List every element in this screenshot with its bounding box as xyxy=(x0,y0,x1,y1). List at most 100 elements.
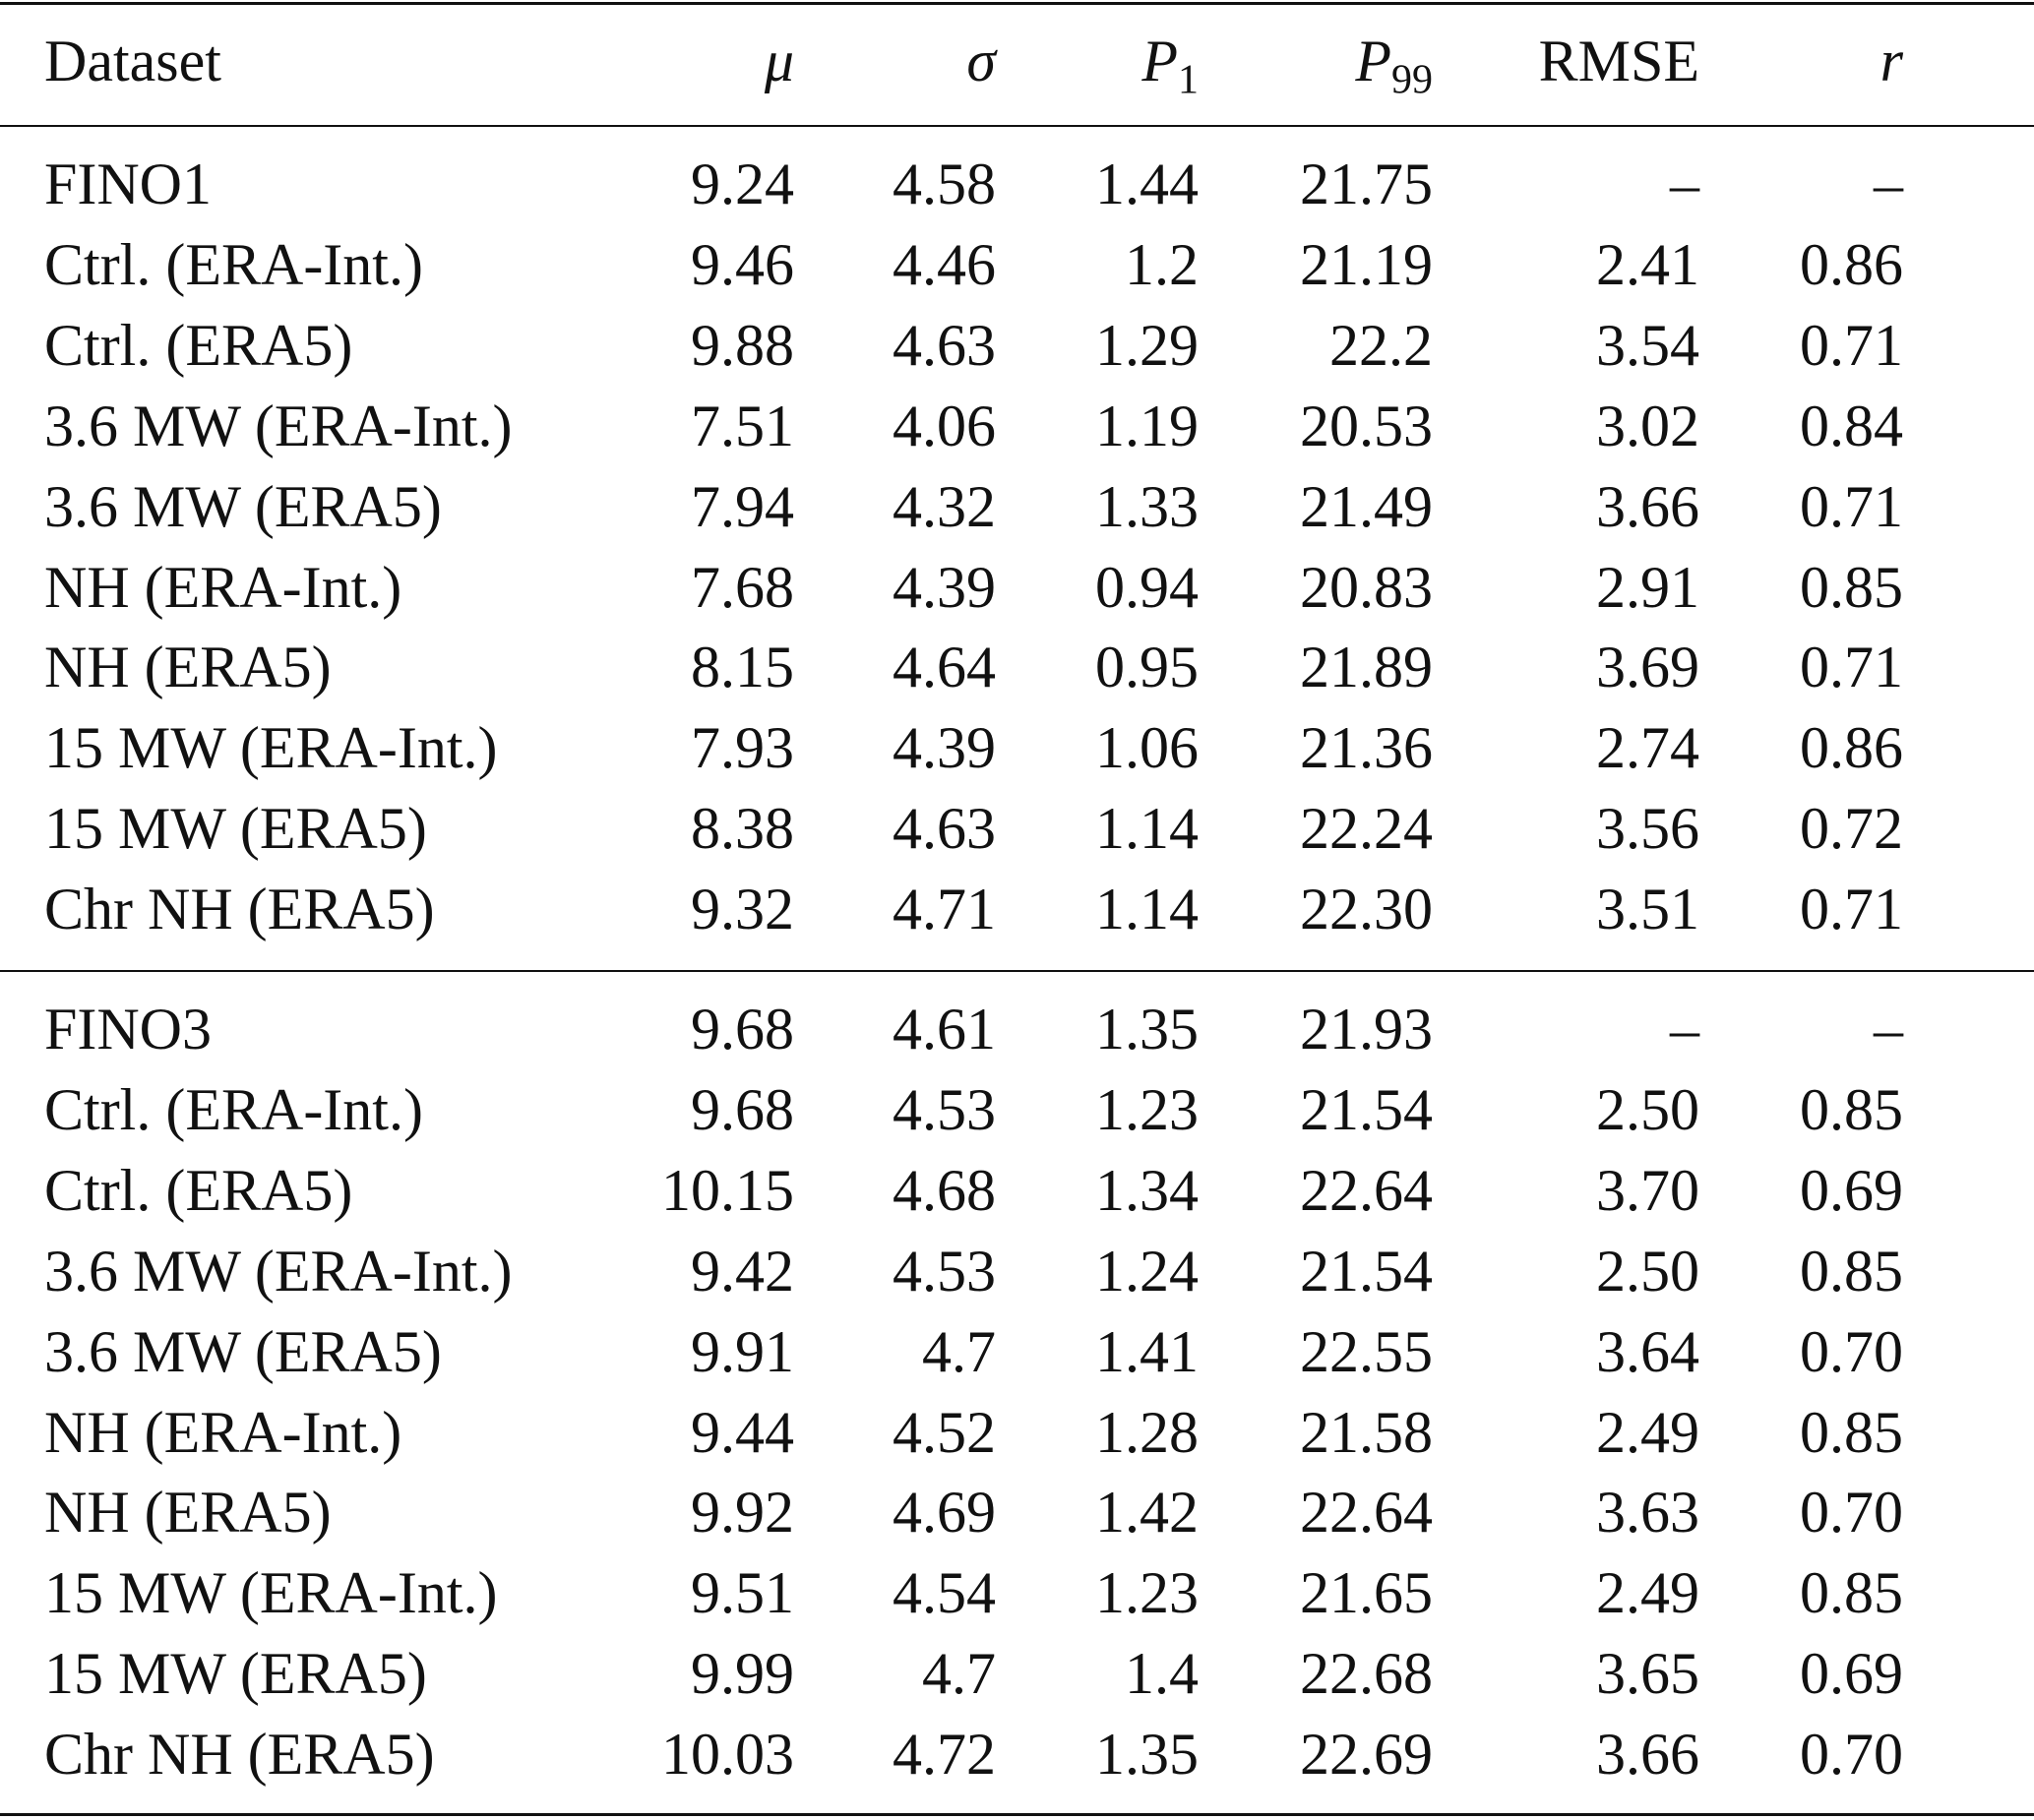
value-cell: 0.72 xyxy=(1800,796,1903,862)
row-label: Ctrl. (ERA-Int.) xyxy=(44,1076,423,1142)
row-label: Ctrl. (ERA5) xyxy=(44,312,353,378)
row-label: 3.6 MW (ERA5) xyxy=(44,1318,442,1384)
value-cell: 1.35 xyxy=(1095,997,1199,1062)
value-cell: 9.92 xyxy=(691,1480,794,1546)
value-cell: 3.54 xyxy=(1596,312,1699,378)
value-cell: 4.53 xyxy=(893,1076,996,1142)
value-cell: 21.19 xyxy=(1300,231,1433,297)
value-cell: 21.58 xyxy=(1300,1399,1433,1465)
value-cell: 2.49 xyxy=(1596,1560,1699,1626)
value-cell: 1.2 xyxy=(1125,231,1199,297)
value-cell: 9.42 xyxy=(691,1238,794,1304)
value-cell: 3.66 xyxy=(1596,1722,1699,1788)
value-cell: 0.71 xyxy=(1800,473,1903,539)
value-cell: 7.51 xyxy=(691,393,794,458)
value-cell: 2.49 xyxy=(1596,1399,1699,1465)
value-cell: 4.61 xyxy=(893,997,996,1062)
value-cell: 1.28 xyxy=(1095,1399,1199,1465)
value-cell: 4.54 xyxy=(893,1560,996,1626)
value-cell: 21.89 xyxy=(1300,635,1433,700)
value-cell: 22.24 xyxy=(1300,796,1433,862)
value-cell: 0.71 xyxy=(1800,312,1903,378)
value-cell: 22.2 xyxy=(1329,312,1433,378)
row-label: Chr NH (ERA5) xyxy=(44,877,435,942)
value-cell: 1.42 xyxy=(1095,1480,1199,1546)
value-cell: 1.34 xyxy=(1095,1157,1199,1223)
value-cell: 10.15 xyxy=(661,1157,794,1223)
row-label: Chr NH (ERA5) xyxy=(44,1722,435,1788)
row-label: 3.6 MW (ERA-Int.) xyxy=(44,393,513,458)
value-cell: 0.70 xyxy=(1800,1722,1903,1788)
value-cell: 10.03 xyxy=(661,1722,794,1788)
value-cell: 4.52 xyxy=(893,1399,996,1465)
value-cell: 4.68 xyxy=(893,1157,996,1223)
value-cell: 21.49 xyxy=(1300,473,1433,539)
value-cell: 1.41 xyxy=(1095,1318,1199,1384)
value-cell: 20.53 xyxy=(1300,393,1433,458)
value-cell: 2.91 xyxy=(1596,554,1699,620)
value-cell: 21.75 xyxy=(1300,152,1433,216)
value-cell: 9.44 xyxy=(691,1399,794,1465)
value-cell: 0.85 xyxy=(1800,1076,1903,1142)
value-cell: 9.91 xyxy=(691,1318,794,1384)
value-cell: 21.54 xyxy=(1300,1238,1433,1304)
row-label: NH (ERA5) xyxy=(44,1480,332,1546)
value-cell: 4.32 xyxy=(893,473,996,539)
value-cell: 2.50 xyxy=(1596,1076,1699,1142)
row-label: 15 MW (ERA5) xyxy=(44,796,427,862)
header-rule xyxy=(0,125,2034,127)
value-cell: 1.44 xyxy=(1095,152,1199,216)
value-cell: 0.84 xyxy=(1800,393,1903,458)
value-cell: – xyxy=(1670,152,1699,216)
row-label: 3.6 MW (ERA-Int.) xyxy=(44,1238,513,1304)
value-cell: 3.02 xyxy=(1596,393,1699,458)
value-cell: 21.65 xyxy=(1300,1560,1433,1626)
value-cell: 0.85 xyxy=(1800,1560,1903,1626)
value-cell: 0.71 xyxy=(1800,635,1903,700)
value-cell: 1.23 xyxy=(1095,1560,1199,1626)
value-cell: 3.51 xyxy=(1596,877,1699,942)
row-label: NH (ERA5) xyxy=(44,635,332,700)
value-cell: 0.85 xyxy=(1800,554,1903,620)
value-cell: 0.69 xyxy=(1800,1641,1903,1707)
value-cell: 2.74 xyxy=(1596,715,1699,781)
value-cell: – xyxy=(1874,997,1903,1062)
value-cell: 4.39 xyxy=(893,715,996,781)
header-symbol: P xyxy=(1355,29,1391,93)
value-cell: 22.64 xyxy=(1300,1157,1433,1223)
value-cell: 0.86 xyxy=(1800,231,1903,297)
row-label: 3.6 MW (ERA5) xyxy=(44,473,442,539)
value-cell: 3.64 xyxy=(1596,1318,1699,1384)
value-cell: – xyxy=(1670,997,1699,1062)
value-cell: 1.19 xyxy=(1095,393,1199,458)
value-cell: 7.94 xyxy=(691,473,794,539)
row-label: 15 MW (ERA-Int.) xyxy=(44,715,498,781)
value-cell: 4.64 xyxy=(893,635,996,700)
value-cell: – xyxy=(1874,152,1903,216)
row-label: NH (ERA-Int.) xyxy=(44,554,402,620)
value-cell: 21.93 xyxy=(1300,997,1433,1062)
value-cell: 22.55 xyxy=(1300,1318,1433,1384)
value-cell: 7.93 xyxy=(691,715,794,781)
value-cell: 9.24 xyxy=(691,152,794,216)
value-cell: 4.72 xyxy=(893,1722,996,1788)
value-cell: 0.85 xyxy=(1800,1399,1903,1465)
value-cell: 1.14 xyxy=(1095,796,1199,862)
value-cell: 0.86 xyxy=(1800,715,1903,781)
top-rule xyxy=(0,2,2034,5)
value-cell: 9.68 xyxy=(691,1076,794,1142)
header-cell: P1 xyxy=(1141,31,1199,101)
value-cell: 3.56 xyxy=(1596,796,1699,862)
row-label: 15 MW (ERA-Int.) xyxy=(44,1560,498,1626)
header-cell: μ xyxy=(764,29,794,93)
value-cell: 4.63 xyxy=(893,796,996,862)
value-cell: 0.85 xyxy=(1800,1238,1903,1304)
header-cell: P99 xyxy=(1355,29,1433,101)
header-subscript: 99 xyxy=(1391,57,1433,103)
value-cell: 4.58 xyxy=(893,152,996,216)
value-cell: 1.4 xyxy=(1125,1641,1199,1707)
value-cell: 0.70 xyxy=(1800,1318,1903,1384)
value-cell: 4.39 xyxy=(893,554,996,620)
header-cell: RMSE xyxy=(1538,29,1699,93)
